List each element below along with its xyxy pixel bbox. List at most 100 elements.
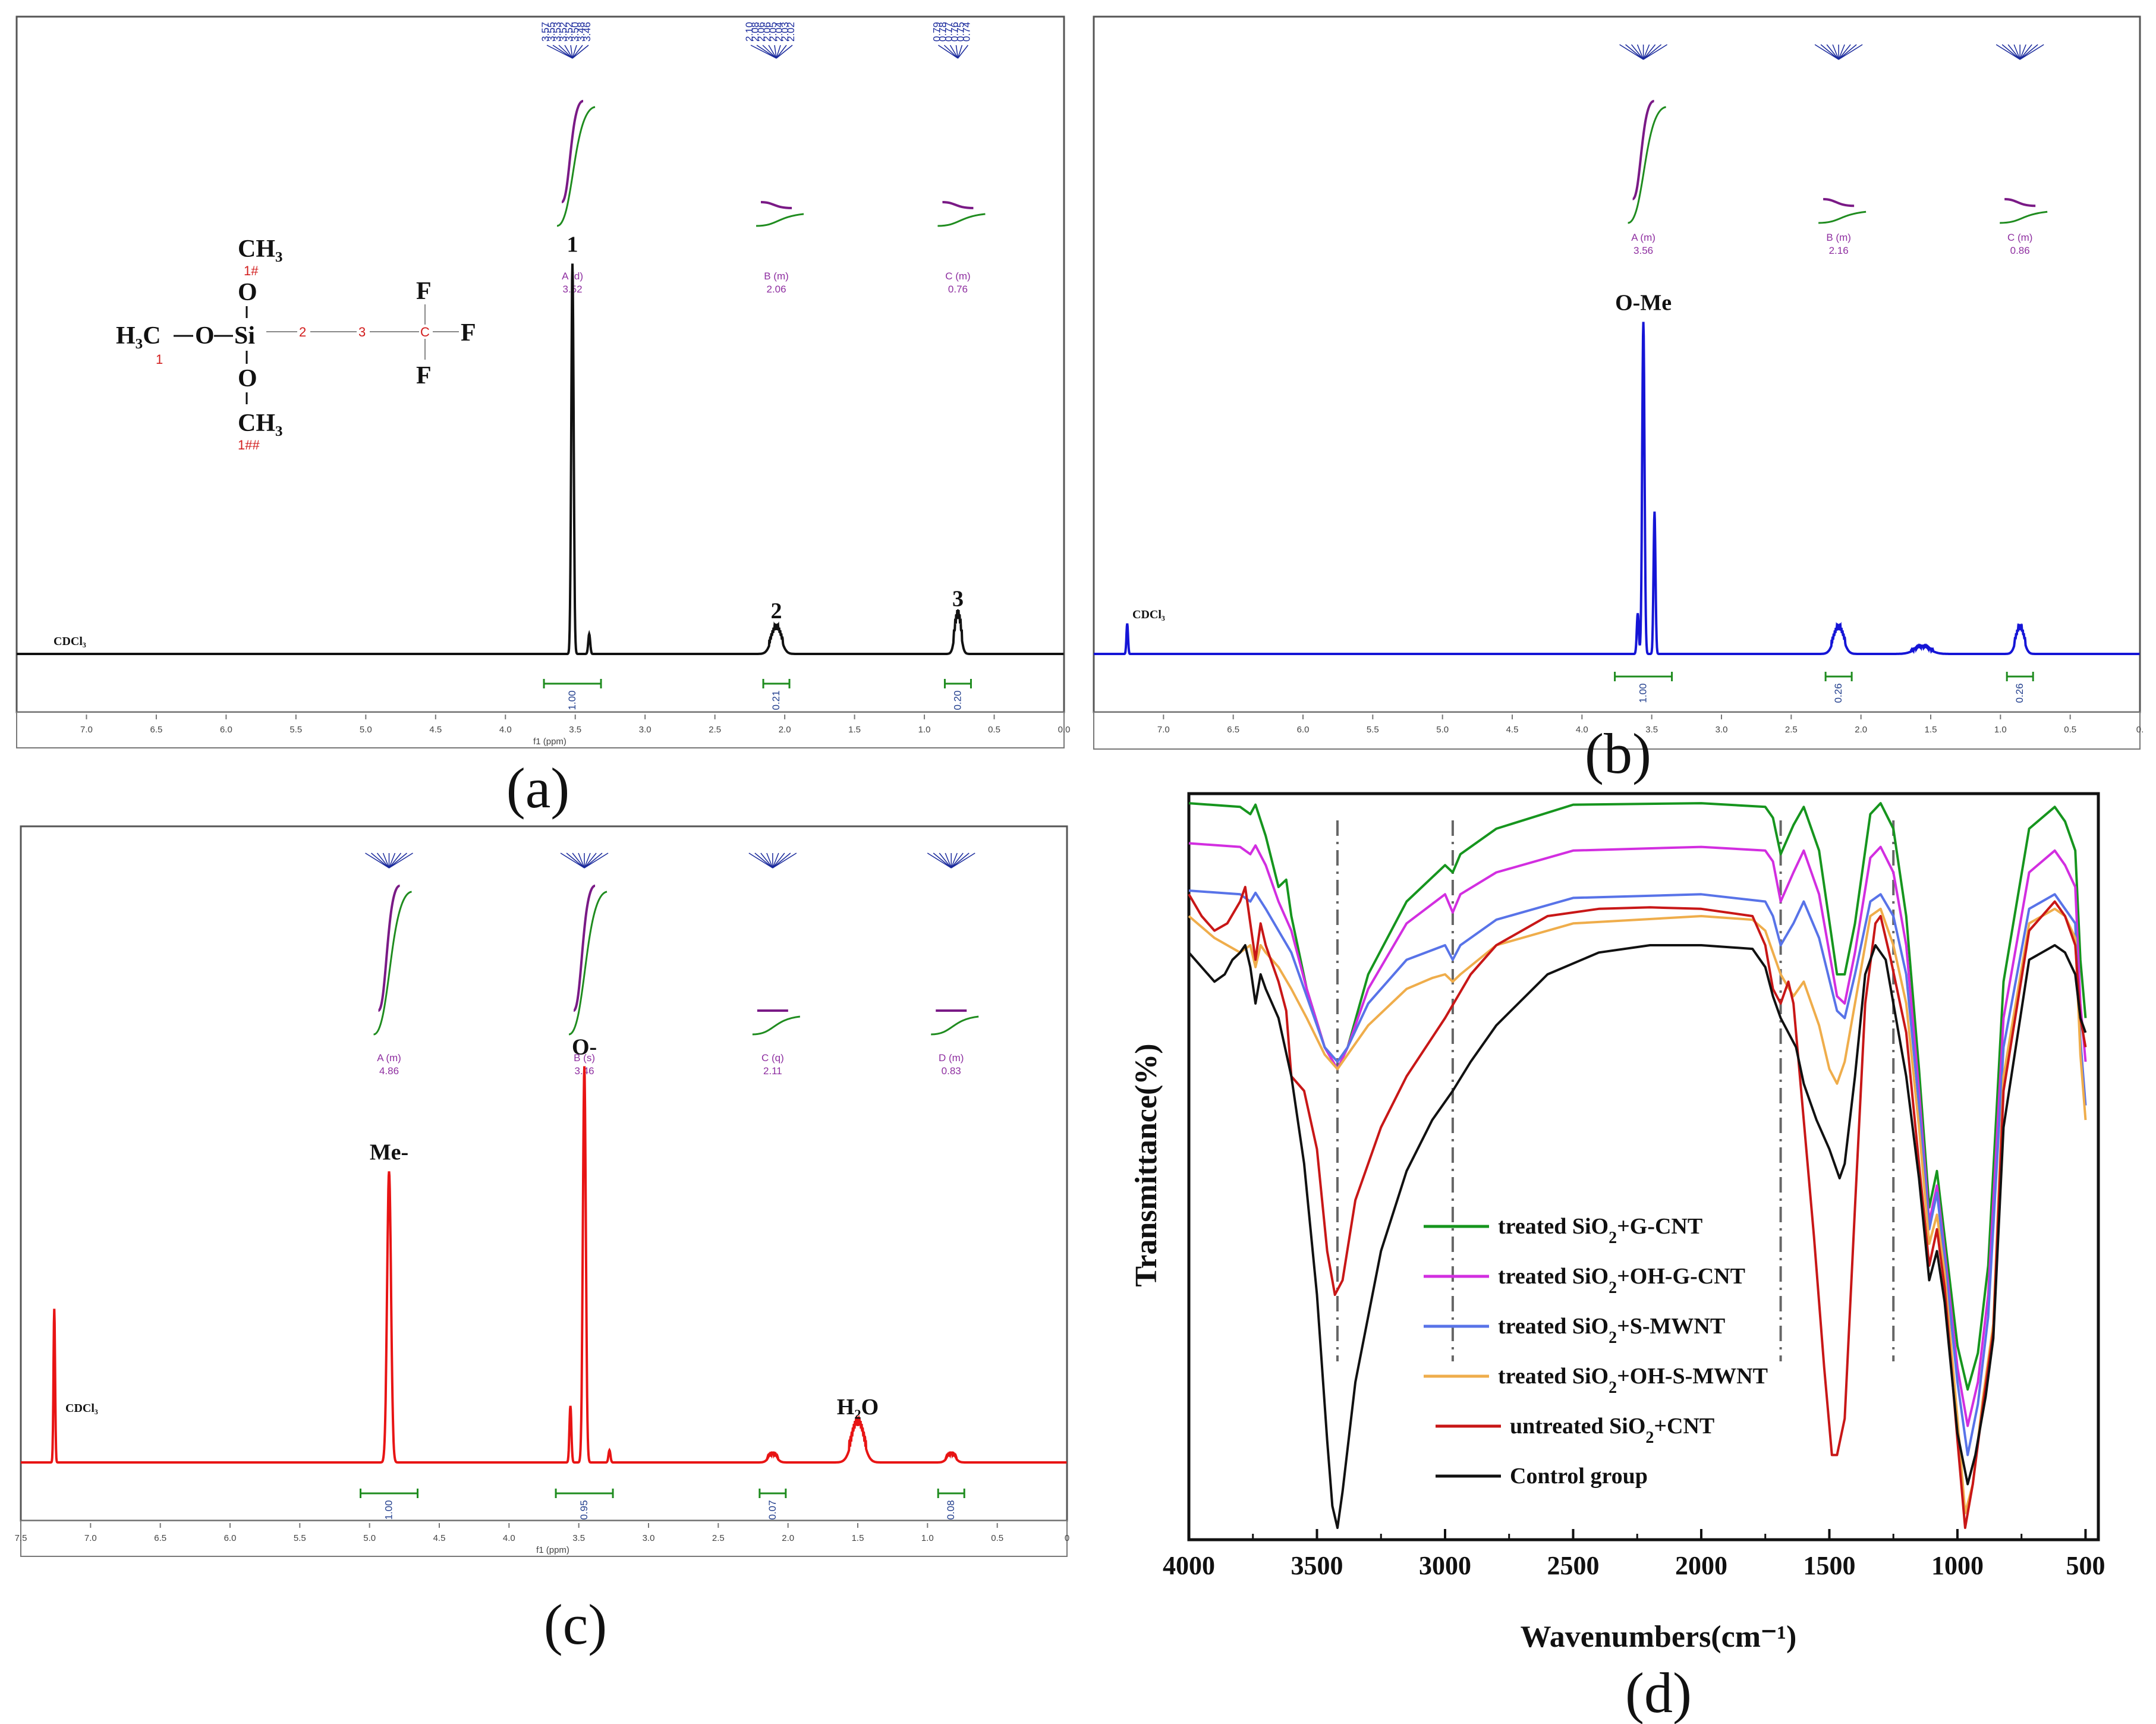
peak-list-value: 0.75 <box>955 22 966 42</box>
x-tick-label: 3.0 <box>1716 725 1728 735</box>
atom-f-bottom: F <box>416 362 432 389</box>
x-tick-label: 4.5 <box>433 1533 446 1543</box>
x-tick-label: 5.5 <box>294 1533 306 1543</box>
multiplet-letter: D (m) <box>939 1052 964 1064</box>
peak-list-value: 3.55 <box>546 22 557 42</box>
peak-list-connector <box>389 852 413 869</box>
panel-c: A (m)4.86B (s)3.46C (q)2.11D (m)0.83 Me-… <box>15 825 1069 1557</box>
peak-list-connector <box>1832 44 1839 60</box>
multiplet-letter: C (m) <box>945 270 970 282</box>
peak-list-value: 2.02 <box>785 22 797 42</box>
panel-a-integration-bars: 1.00 0.21 0.20 <box>543 679 972 710</box>
peak-list-connector <box>564 45 573 59</box>
legend-label-1: treated SiO2+OH-G-CNT <box>1498 1264 1745 1297</box>
integral-curve-purple <box>2004 198 2036 207</box>
x-tick-label: 5.5 <box>289 725 302 735</box>
peak-list-connector <box>1631 44 1644 60</box>
peak-list-value: 0.77 <box>943 22 954 42</box>
peak-list-value: 2.03 <box>779 22 791 42</box>
x-tick-label: 1.0 <box>918 725 931 735</box>
x-tick-label: 2.5 <box>1785 725 1798 735</box>
integral-curve-purple <box>1823 198 1855 207</box>
multiplet-letter: B (m) <box>1826 232 1851 243</box>
peak-list-value: 2.10 <box>744 22 755 42</box>
panel-b-frame <box>1093 15 2141 713</box>
peak-list-connector <box>772 852 785 869</box>
peak-list-connector <box>572 45 577 59</box>
panel-a-letter: (a) <box>506 756 570 820</box>
x-tick-label: 2000 <box>1675 1551 1727 1580</box>
panel-b-peak-list <box>1619 44 2044 60</box>
peak-list-value: 0.79 <box>931 22 942 42</box>
panel-c-peak-list <box>365 852 975 869</box>
peak-list-connector <box>1643 44 1667 60</box>
multiplet-shift: 3.56 <box>1633 245 1653 256</box>
peak-list-connector <box>572 852 585 869</box>
panel-c-integration-bars: 1.00 0.95 0.07 0.08 <box>360 1489 965 1520</box>
series-line-2 <box>1188 889 2087 1456</box>
locant-2: 2 <box>299 325 306 339</box>
integral-curve-purple <box>561 100 584 203</box>
locant-1hashhash: 1## <box>238 438 260 452</box>
peak-label-3: 3 <box>952 587 964 612</box>
locant-1hash: 1# <box>244 263 259 278</box>
peak-list-connector <box>955 45 959 59</box>
x-tick-label: 1.5 <box>852 1533 864 1543</box>
peak-list-connector <box>957 45 969 59</box>
atom-ch3-bottom: CH₃ <box>238 410 283 437</box>
peak-list-value: 0.78 <box>937 22 948 42</box>
peak-list-connector <box>584 852 603 869</box>
panel-b-integral-curves <box>1628 100 2048 224</box>
panel-d-x-ticks: 4000 3500 3000 2500 2000 1500 1000 500 <box>1163 1529 2105 1580</box>
peak-list-connector <box>371 852 390 869</box>
peak-list-connector <box>388 852 396 869</box>
panel-d-letter: (d) <box>1625 1661 1692 1724</box>
integral-curve-green <box>373 891 413 1036</box>
panel-b-peak-labels: O-Me <box>1615 290 1672 315</box>
x-tick-label: 4.0 <box>503 1533 515 1543</box>
peak-list-connector <box>560 852 585 869</box>
multiplet-shift: 2.16 <box>1829 245 1849 256</box>
peak-list-connector <box>2007 44 2020 60</box>
peak-label-1: O-Me <box>1615 290 1672 315</box>
atom-f-top: F <box>416 278 432 305</box>
x-tick-label: 3.0 <box>643 1533 655 1543</box>
peak-list-connector <box>546 45 573 59</box>
integral-curve-green <box>568 891 608 1036</box>
integral-value: 0.26 <box>2014 683 2025 703</box>
panel-a-multiplet-labels: A (d)3.52B (m)2.06C (m)0.76 <box>562 270 971 295</box>
atom-h3c: H₃C <box>116 322 161 350</box>
integral-curve-purple <box>1631 100 1655 200</box>
peak-list-connector <box>1643 44 1662 60</box>
peak-list-connector <box>389 852 408 869</box>
peak-list-connector <box>572 45 589 59</box>
peak-list-connector <box>1643 44 1656 60</box>
peak-list-connector <box>1838 44 1851 60</box>
x-tick-label: 1.5 <box>848 725 861 735</box>
panel-b: A (m) 3.56 B (m) 2.16 C (m) 0.86 O-Me CDCl₃ 1… <box>1093 15 2144 750</box>
peak-list-value: 0.74 <box>961 22 972 42</box>
panel-a-spectrum-line <box>17 263 1064 655</box>
integral-value: 0.95 <box>578 1500 590 1519</box>
x-tick-label: 5.0 <box>363 1533 376 1543</box>
multiplet-letter: B (m) <box>764 270 789 282</box>
x-tick-label: 0. <box>2136 725 2144 735</box>
peak-list-connector <box>943 45 958 59</box>
x-tick-label: 2.5 <box>709 725 721 735</box>
integral-curve-green <box>2000 210 2048 224</box>
integral-value: 0.20 <box>952 690 963 710</box>
x-tick-label: 1.0 <box>1994 725 2007 735</box>
multiplet-letter: B (s) <box>574 1052 595 1064</box>
panel-a-peak-labels: 1 2 3 <box>567 232 964 623</box>
multiplet-shift: 2.11 <box>763 1065 782 1077</box>
atom-c-cf3: C <box>420 325 430 339</box>
x-tick-label: 5.0 <box>360 725 372 735</box>
peak-list-connector <box>365 852 389 869</box>
x-tick-label: 3500 <box>1291 1551 1343 1580</box>
peak-list-connector <box>2019 44 2032 60</box>
x-tick-label: 4.5 <box>429 725 442 735</box>
panel-b-x-ticks: 7.0 6.5 6.0 5.5 5.0 4.5 4.0 3.5 3.0 2.5 2.0 1.5 1.0 0… <box>1157 715 2144 735</box>
peak-list-value: 2.06 <box>761 22 773 42</box>
peak-list-connector <box>584 852 597 869</box>
panel-c-xlabel: f1 (ppm) <box>536 1545 569 1555</box>
